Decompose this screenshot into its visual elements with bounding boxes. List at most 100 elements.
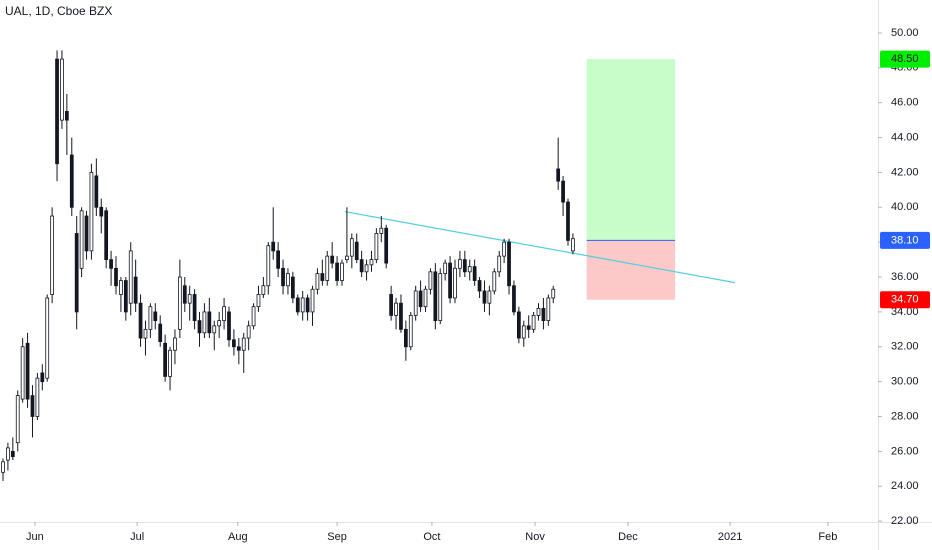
candle-body (40, 372, 45, 383)
candle-body (138, 302, 143, 339)
candle-body (295, 297, 300, 313)
price-label-bg (880, 231, 930, 249)
candle-body (335, 262, 339, 281)
candle-body (177, 276, 182, 330)
candle-body (217, 320, 222, 327)
candle-body (413, 290, 418, 316)
profit-zone (586, 59, 676, 241)
candle-body (399, 302, 403, 330)
candle-body (35, 377, 40, 417)
candle-body (443, 262, 448, 274)
candle-body (10, 450, 15, 458)
trendline (344, 211, 735, 284)
candle-body (325, 255, 330, 281)
candle-body (546, 297, 551, 322)
candle-body (84, 215, 89, 252)
candle-body (104, 210, 109, 261)
candle-body (207, 311, 212, 334)
candle-body (143, 328, 148, 339)
candle-body (256, 294, 261, 308)
candle-body (516, 311, 521, 339)
candle-body (497, 255, 502, 273)
candle-body (251, 306, 256, 327)
candle-body (227, 311, 231, 341)
candle-body (45, 297, 50, 379)
candle-body (261, 285, 266, 295)
price-label-bg (880, 291, 930, 309)
candle-body (384, 227, 389, 264)
price-label: 34.70 (891, 294, 919, 306)
candle-body (354, 241, 359, 261)
x-tick-label: Aug (228, 531, 248, 543)
candle-body (232, 339, 236, 348)
candle-body (163, 342, 167, 377)
candle-body (99, 206, 104, 217)
y-tick-label: 36.00 (891, 271, 919, 283)
x-tick-label: Sep (327, 531, 347, 543)
candle-body (168, 349, 172, 377)
candle-body (281, 267, 285, 287)
candle-body (315, 273, 320, 290)
candle-body (305, 297, 310, 313)
candle-body (512, 285, 516, 313)
candle-body (55, 58, 59, 165)
candle-body (222, 306, 226, 322)
candle-body (30, 395, 35, 417)
candle-body (50, 215, 55, 295)
candle-body (123, 280, 128, 313)
chart-title: UAL, 1D, Cboe BZX (5, 4, 112, 18)
candle-body (271, 241, 276, 252)
candle-body (286, 273, 290, 287)
loss-zone (586, 240, 676, 300)
candle-body (173, 337, 177, 351)
candle-body (556, 168, 561, 182)
candle-body (345, 255, 349, 261)
price-label: 48.50 (891, 53, 919, 65)
candle-body (403, 328, 408, 348)
x-tick-label: Nov (525, 531, 545, 543)
candle-body (79, 210, 84, 269)
candle-body (551, 288, 556, 299)
candle-body (89, 172, 94, 252)
candle-body (148, 306, 153, 330)
y-tick-label: 42.00 (891, 166, 919, 178)
y-tick-label: 26.00 (891, 445, 919, 457)
y-tick-label: 28.00 (891, 410, 919, 422)
candle-body (246, 325, 251, 339)
candle-body (128, 250, 133, 304)
x-tick-label: Jul (130, 531, 144, 543)
candle-body (502, 241, 506, 257)
candle-body (374, 233, 379, 261)
candle-body (241, 337, 246, 351)
candle-body (472, 266, 477, 281)
candle-body (448, 262, 452, 299)
candle-body (467, 266, 472, 273)
x-tick-label: 2021 (718, 531, 742, 543)
candle-body (482, 290, 487, 304)
x-tick-label: Jun (26, 531, 44, 543)
candle-body (369, 259, 374, 266)
candle-body (6, 447, 10, 461)
y-tick-label: 44.00 (891, 131, 919, 143)
candle-body (290, 276, 295, 299)
candle-body (212, 325, 217, 334)
candle-body (521, 325, 526, 339)
candle-body (428, 271, 433, 290)
candle-body (119, 280, 123, 295)
candle-body (453, 267, 457, 299)
candle-body (182, 285, 187, 304)
candle-body (64, 111, 69, 121)
candle-body (389, 294, 393, 316)
candle-body (487, 290, 492, 304)
candle-body (109, 259, 113, 269)
candle-body (114, 267, 118, 287)
candle-body (433, 271, 438, 322)
x-tick-label: Feb (818, 531, 837, 543)
candle-body (438, 273, 443, 322)
candle-body (20, 346, 25, 400)
candle-body (192, 294, 197, 322)
candle-body (158, 323, 163, 342)
y-tick-label: 22.00 (891, 515, 919, 527)
